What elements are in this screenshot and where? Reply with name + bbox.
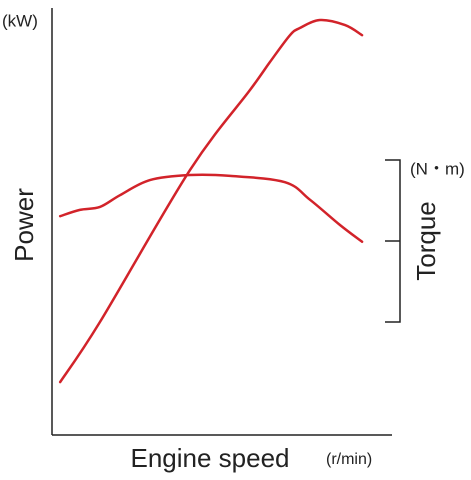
y-label: Power bbox=[9, 188, 39, 262]
torque-bracket bbox=[385, 159, 401, 323]
series-line bbox=[58, 173, 364, 244]
series-line bbox=[58, 18, 364, 384]
x-label: Engine speed bbox=[130, 443, 289, 473]
y2-label: Torque bbox=[411, 201, 441, 281]
x-unit: (r/min) bbox=[326, 451, 372, 468]
y2-unit: (N・m) bbox=[410, 159, 465, 178]
y-unit: (kW) bbox=[2, 11, 38, 30]
